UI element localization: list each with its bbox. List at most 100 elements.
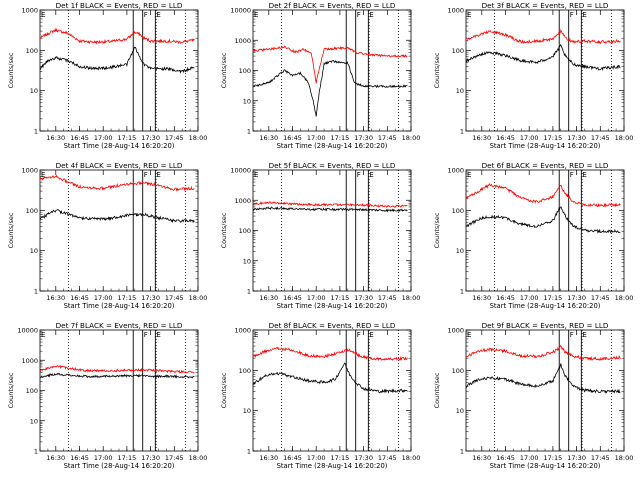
x-tick-label: 16:45 [70, 134, 89, 142]
events-series-line [252, 206, 408, 213]
lld-series-line [39, 27, 195, 45]
chart-panel-3: Det 3f BLACK = Events, RED = LLD 1 10 100 10… [433, 1, 633, 150]
lld-series-line [39, 174, 195, 192]
marker-label: E [582, 11, 586, 19]
chart-title: Det 5f BLACK = Events, RED = LLD [269, 161, 396, 170]
y-tick-label: 1 [460, 288, 464, 296]
x-tick-label: 17:45 [378, 294, 397, 302]
marker-label: E [156, 331, 160, 339]
x-tick-label: 18:00 [402, 454, 421, 462]
x-tick-label: 16:45 [70, 294, 89, 302]
chart-title: Det 2f BLACK = Events, RED = LLD [269, 1, 396, 10]
x-tick-label: 17:30 [567, 134, 586, 142]
marker-label: E [41, 171, 45, 179]
events-series-line [39, 372, 195, 379]
marker-label: F [357, 11, 361, 19]
plot-frame [39, 169, 199, 292]
x-tick-label: 16:30 [472, 294, 491, 302]
x-tick-label: 18:00 [402, 134, 421, 142]
y-tick-label: 10000 [17, 327, 38, 335]
plot-frame [39, 329, 199, 452]
y-tick-label: 1 [247, 288, 251, 296]
x-tick-label: 17:15 [544, 454, 563, 462]
y-tick-label: 100 [239, 367, 251, 375]
marker-label: E [41, 11, 45, 19]
x-tick-label: 17:30 [354, 294, 373, 302]
chart-title: Det 7f BLACK = Events, RED = LLD [56, 321, 183, 330]
x-tick-label: 17:15 [331, 294, 350, 302]
x-tick-label: 17:15 [331, 454, 350, 462]
chart-title: Det 1f BLACK = Events, RED = LLD [56, 1, 183, 10]
y-tick-label: 1000 [234, 197, 251, 205]
x-tick-label: 18:00 [189, 294, 208, 302]
y-axis-title: Counts/sec [433, 52, 441, 88]
y-axis-title: Counts/sec [7, 212, 15, 248]
x-tick-label: 18:00 [615, 454, 634, 462]
x-tick-label: 16:30 [46, 294, 65, 302]
x-tick-label: 18:00 [189, 454, 208, 462]
y-tick-label: 10 [243, 407, 251, 415]
events-series-line [252, 362, 408, 394]
x-axis-title: Start Time (28-Aug-14 16:20:20) [277, 142, 388, 150]
y-tick-label: 10 [30, 417, 38, 425]
marker-label: F [357, 171, 361, 179]
x-tick-label: 17:15 [544, 134, 563, 142]
x-tick-label: 18:00 [615, 294, 634, 302]
y-tick-label: 1000 [21, 167, 38, 175]
x-tick-label: 16:45 [496, 134, 515, 142]
marker-label: F [570, 171, 574, 179]
x-tick-label: 17:00 [307, 134, 326, 142]
marker-label: E [41, 331, 45, 339]
events-series-line [252, 60, 408, 117]
y-tick-label: 1 [460, 448, 464, 456]
x-tick-label: 17:45 [591, 134, 610, 142]
y-tick-label: 10 [30, 87, 38, 95]
y-tick-label: 1000 [234, 37, 251, 45]
x-tick-label: 17:45 [165, 294, 184, 302]
chart-panel-9: Det 9f BLACK = Events, RED = LLD 1 10 100 10… [433, 321, 633, 470]
y-tick-label: 10000 [230, 7, 251, 15]
x-tick-label: 17:30 [141, 294, 160, 302]
x-tick-label: 17:30 [567, 294, 586, 302]
marker-label: E [467, 171, 471, 179]
y-tick-label: 1 [34, 128, 38, 136]
x-tick-label: 17:45 [165, 454, 184, 462]
y-tick-label: 1000 [21, 7, 38, 15]
y-tick-label: 10 [456, 407, 464, 415]
x-tick-label: 17:30 [141, 134, 160, 142]
x-tick-label: 17:15 [544, 294, 563, 302]
x-tick-label: 16:30 [259, 134, 278, 142]
y-tick-label: 10 [243, 257, 251, 265]
y-tick-label: 100 [452, 367, 464, 375]
y-tick-label: 1000 [234, 327, 251, 335]
y-axis-title: Counts/sec [7, 52, 15, 88]
y-axis-title: Counts/sec [7, 372, 15, 408]
y-tick-label: 1 [34, 288, 38, 296]
x-tick-label: 16:30 [46, 454, 65, 462]
lld-series-line [465, 183, 621, 208]
marker-label: F [144, 11, 148, 19]
x-tick-label: 16:45 [496, 294, 515, 302]
marker-label: F [357, 331, 361, 339]
marker-label: F [144, 331, 148, 339]
events-series-line [465, 43, 621, 72]
y-axis-title: Counts/sec [433, 372, 441, 408]
events-series-line [465, 363, 621, 394]
x-axis-title: Start Time (28-Aug-14 16:20:20) [490, 142, 601, 150]
events-series-line [465, 206, 621, 234]
chart-title: Det 4f BLACK = Events, RED = LLD [56, 161, 183, 170]
chart-title: Det 8f BLACK = Events, RED = LLD [269, 321, 396, 330]
x-tick-label: 17:30 [141, 454, 160, 462]
chart-panel-8: Det 8f BLACK = Events, RED = LLD 1 10 100 10… [220, 321, 420, 470]
marker-label: E [369, 331, 373, 339]
y-tick-label: 10 [456, 247, 464, 255]
x-tick-label: 17:30 [354, 134, 373, 142]
x-tick-label: 17:00 [520, 454, 539, 462]
x-tick-label: 17:00 [520, 134, 539, 142]
lld-series-line [252, 346, 408, 362]
marker-label: E [254, 171, 258, 179]
events-series-line [39, 46, 195, 74]
x-tick-label: 17:00 [94, 454, 113, 462]
x-axis-title: Start Time (28-Aug-14 16:20:20) [490, 302, 601, 310]
plot-frame [465, 9, 625, 132]
